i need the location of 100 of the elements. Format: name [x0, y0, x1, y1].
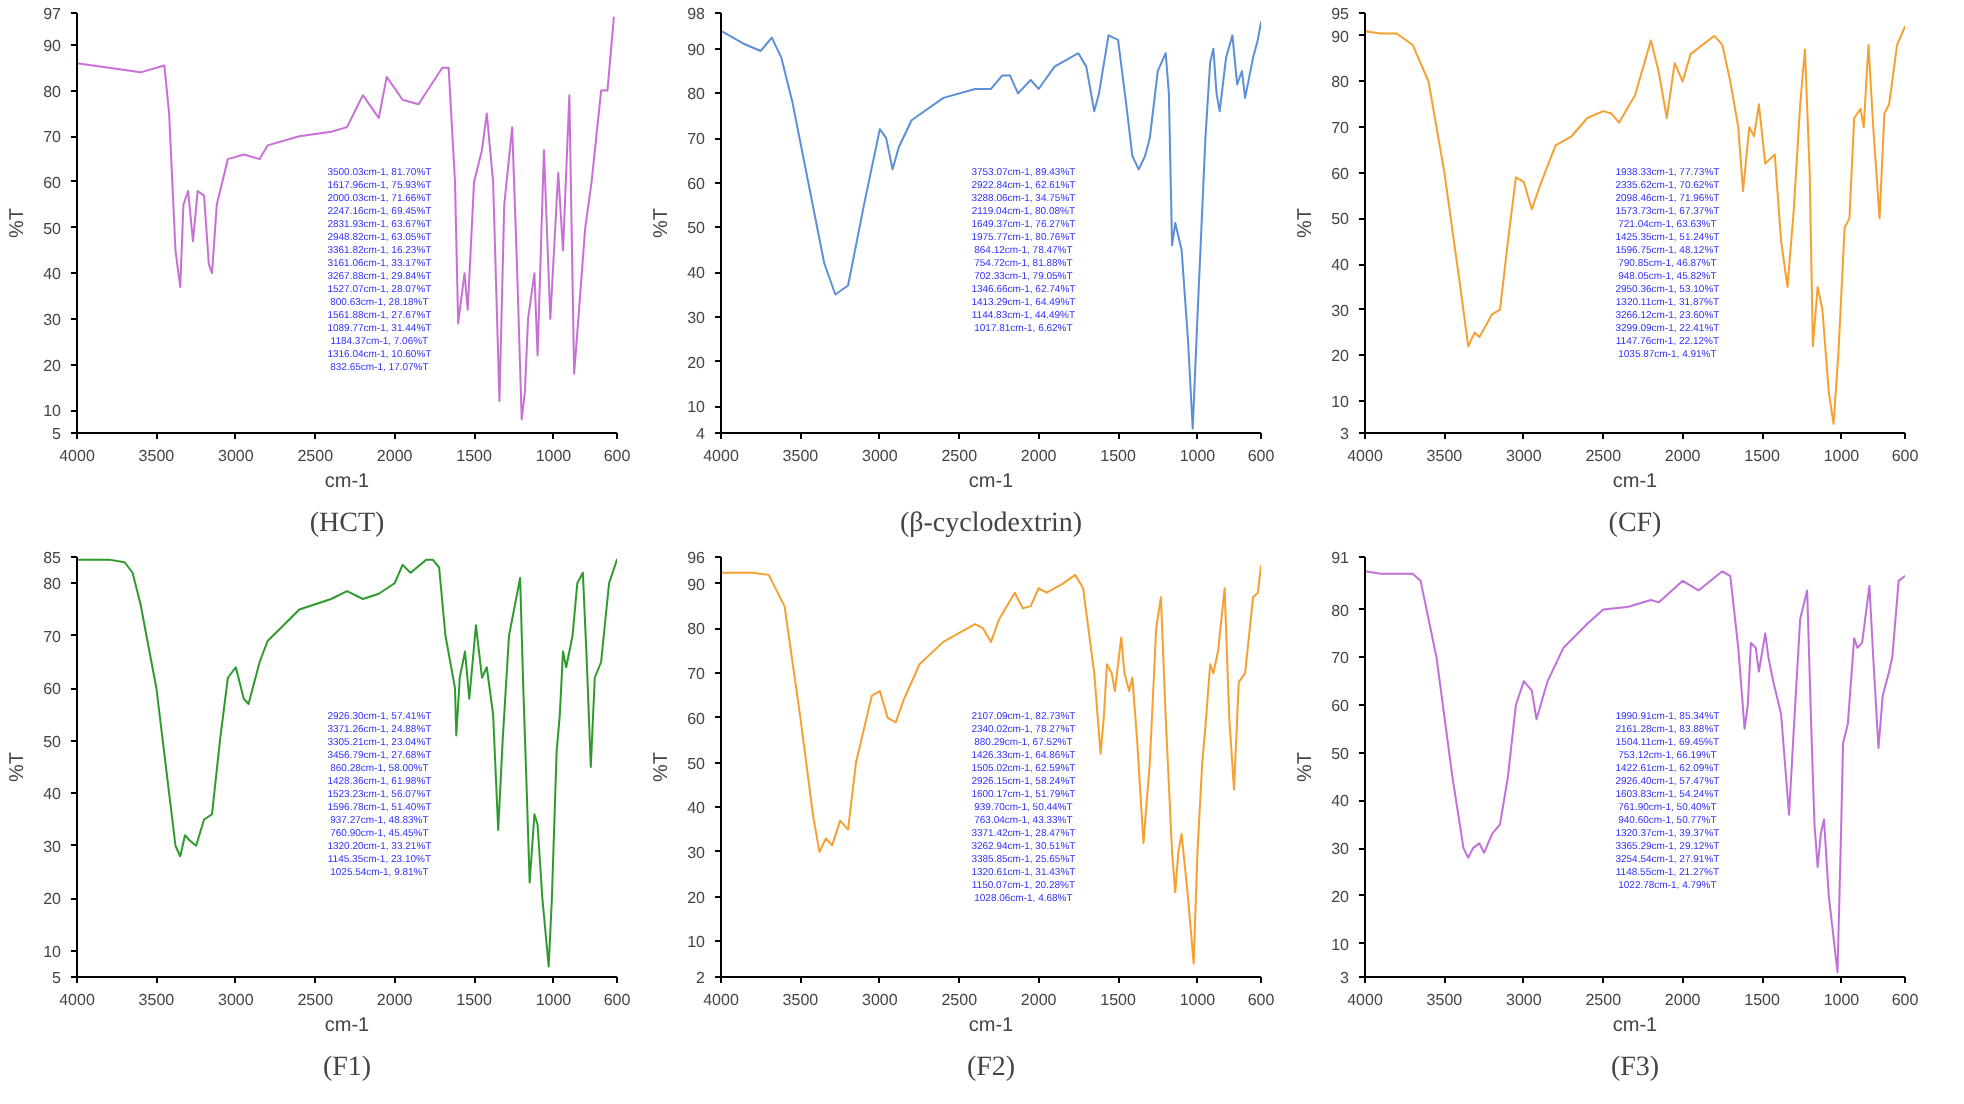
y-axis-title: %T — [1295, 752, 1318, 782]
y-tick-label: 40 — [43, 785, 63, 804]
y-tick-label: 80 — [1331, 73, 1351, 92]
x-axis-title: cm-1 — [968, 1015, 1015, 1037]
y-axis-title: %T — [1295, 208, 1318, 238]
y-tick-label: 40 — [687, 799, 707, 818]
y-tick-label: 30 — [43, 310, 63, 329]
y-tick-label: 40 — [1331, 792, 1351, 811]
y-tick-label: 30 — [43, 837, 63, 856]
x-tick-label: 3000 — [218, 447, 255, 465]
y-tick-label: 2 — [696, 969, 707, 987]
y-tick-label: 90 — [1331, 27, 1351, 46]
x-tick-label: 2000 — [376, 447, 414, 465]
x-axis-title: cm-1 — [324, 471, 371, 493]
x-tick-label: 4000 — [59, 991, 96, 1009]
x-tick-label: 1000 — [1179, 991, 1217, 1009]
x-tick-label: 2500 — [941, 447, 979, 465]
y-tick-label: 20 — [43, 890, 63, 909]
y-tick-label: 96 — [687, 549, 707, 567]
y-tick-label: 70 — [1331, 649, 1351, 668]
y-tick-label: 60 — [687, 174, 707, 193]
x-tick-label: 600 — [1247, 447, 1276, 465]
y-tick-label: 10 — [687, 933, 707, 952]
x-tick-label: 4000 — [1347, 447, 1384, 465]
x-tick-label: 1000 — [535, 447, 573, 465]
y-tick-label: 10 — [1331, 393, 1351, 412]
text: (β-cyclodextrin) — [899, 509, 1083, 539]
x-tick-label: 2000 — [1020, 447, 1058, 465]
y-tick-label: 3 — [1340, 969, 1351, 987]
text: (HCT) — [309, 509, 385, 539]
y-tick-label: 95 — [1331, 5, 1351, 23]
x-tick-label: 1500 — [456, 991, 493, 1009]
y-tick-label: 30 — [1331, 301, 1351, 320]
y-tick-label: 70 — [1331, 119, 1351, 138]
y-tick-label: 80 — [43, 575, 63, 594]
x-tick-label: 2500 — [1585, 447, 1623, 465]
y-tick-label: 30 — [687, 843, 707, 862]
y-tick-label: 30 — [1331, 840, 1351, 859]
y-tick-label: 85 — [43, 549, 63, 567]
y-tick-label: 98 — [687, 5, 707, 23]
x-tick-label: 4000 — [1347, 991, 1384, 1009]
y-tick-label: 5 — [52, 969, 63, 987]
y-tick-label: 60 — [43, 173, 63, 192]
x-tick-label: 4000 — [703, 447, 740, 465]
text: (F2) — [966, 1053, 1016, 1083]
text: (F3) — [1610, 1053, 1660, 1083]
x-tick-label: 3500 — [782, 447, 820, 465]
x-tick-label: 1500 — [1744, 447, 1781, 465]
y-tick-label: 90 — [687, 575, 707, 594]
text: (CF) — [1608, 509, 1663, 539]
y-tick-label: 70 — [43, 627, 63, 646]
x-axis-title: cm-1 — [1612, 471, 1659, 493]
x-tick-label: 2000 — [1664, 991, 1702, 1009]
y-tick-label: 60 — [1331, 696, 1351, 715]
x-tick-label: 1000 — [1823, 447, 1861, 465]
y-tick-label: 5 — [52, 425, 63, 443]
x-tick-label: 2500 — [1585, 991, 1623, 1009]
y-tick-label: 3 — [1340, 425, 1351, 443]
y-tick-label: 80 — [43, 82, 63, 101]
y-tick-label: 10 — [43, 402, 63, 421]
y-tick-label: 60 — [687, 709, 707, 728]
x-tick-label: 3000 — [218, 991, 255, 1009]
y-tick-label: 70 — [687, 130, 707, 149]
y-tick-label: 20 — [1331, 347, 1351, 366]
x-axis-title: cm-1 — [968, 471, 1015, 493]
x-tick-label: 600 — [1891, 991, 1920, 1009]
y-tick-label: 30 — [687, 308, 707, 327]
x-tick-label: 600 — [1891, 447, 1920, 465]
x-tick-label: 2000 — [1664, 447, 1702, 465]
x-tick-label: 3000 — [1506, 447, 1543, 465]
x-tick-label: 3000 — [862, 447, 899, 465]
y-tick-label: 91 — [1331, 549, 1351, 567]
x-tick-label: 1000 — [1823, 991, 1861, 1009]
y-axis-title: %T — [651, 208, 674, 238]
x-tick-label: 2500 — [297, 447, 335, 465]
y-tick-label: 90 — [43, 36, 63, 55]
x-axis-title: cm-1 — [1612, 1015, 1659, 1037]
x-tick-label: 1500 — [1744, 991, 1781, 1009]
y-tick-label: 40 — [1331, 256, 1351, 275]
y-tick-label: 60 — [1331, 164, 1351, 183]
y-axis-title: %T — [651, 752, 674, 782]
y-tick-label: 70 — [43, 128, 63, 147]
x-tick-label: 3000 — [862, 991, 899, 1009]
y-tick-label: 50 — [1331, 744, 1351, 763]
x-tick-label: 1000 — [535, 991, 573, 1009]
y-tick-label: 70 — [687, 665, 707, 684]
x-tick-label: 2000 — [376, 991, 414, 1009]
x-tick-label: 3500 — [1426, 991, 1464, 1009]
x-tick-label: 1500 — [456, 447, 493, 465]
y-tick-label: 90 — [687, 40, 707, 59]
y-tick-label: 20 — [687, 888, 707, 907]
text: (F1) — [322, 1053, 372, 1083]
y-tick-label: 20 — [43, 356, 63, 375]
y-axis-title: %T — [7, 752, 30, 782]
y-tick-label: 10 — [43, 942, 63, 961]
x-tick-label: 3500 — [782, 991, 820, 1009]
y-tick-label: 80 — [687, 620, 707, 639]
x-tick-label: 1500 — [1100, 447, 1137, 465]
x-tick-label: 4000 — [59, 447, 96, 465]
y-tick-label: 20 — [1331, 887, 1351, 906]
